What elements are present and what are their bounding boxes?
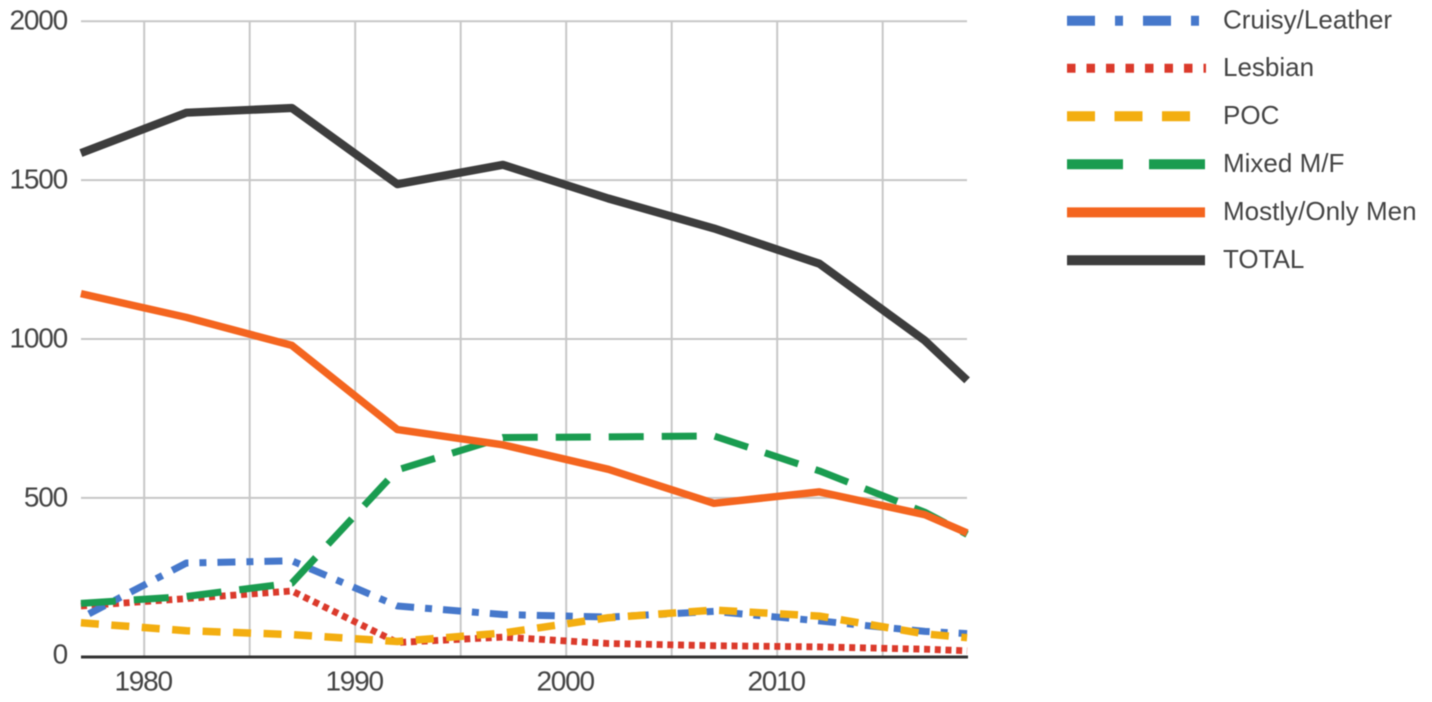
svg-text:2000: 2000 (536, 666, 594, 697)
svg-text:0: 0 (53, 639, 68, 670)
svg-text:POC: POC (1223, 100, 1279, 130)
svg-text:1980: 1980 (114, 666, 172, 697)
svg-text:500: 500 (24, 481, 68, 512)
svg-text:2010: 2010 (747, 666, 805, 697)
svg-text:TOTAL: TOTAL (1223, 244, 1304, 274)
svg-text:1990: 1990 (325, 666, 383, 697)
svg-text:Lesbian: Lesbian (1223, 52, 1314, 82)
svg-text:2000: 2000 (10, 5, 68, 36)
svg-text:Cruisy/Leather: Cruisy/Leather (1223, 5, 1392, 35)
svg-text:Mixed M/F: Mixed M/F (1223, 148, 1344, 178)
svg-text:Mostly/Only Men: Mostly/Only Men (1223, 196, 1417, 226)
svg-text:1000: 1000 (10, 322, 68, 353)
svg-text:1500: 1500 (10, 164, 68, 195)
